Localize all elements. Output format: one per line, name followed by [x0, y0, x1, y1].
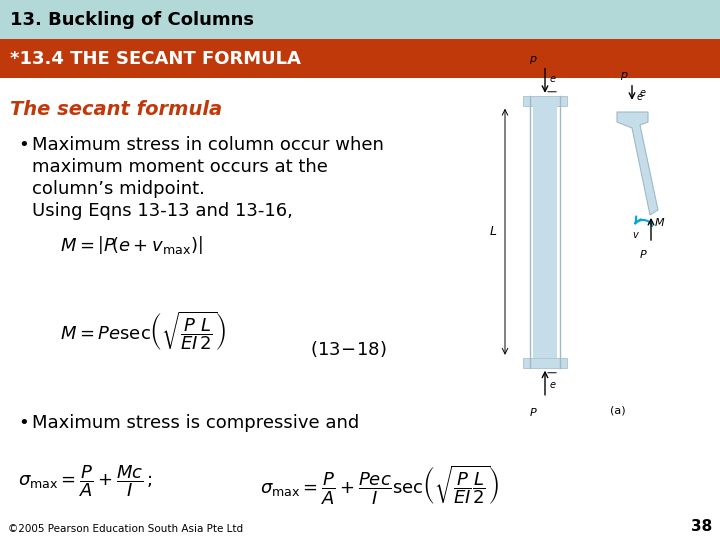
Text: 38: 38 — [690, 519, 712, 534]
Text: •: • — [18, 414, 29, 432]
Text: v: v — [632, 230, 638, 240]
Text: •: • — [18, 136, 29, 154]
Bar — [0, 39, 720, 78]
Text: $(13\!-\!18)$: $(13\!-\!18)$ — [310, 339, 387, 359]
Text: M: M — [655, 218, 665, 228]
Text: e: e — [640, 88, 646, 98]
Text: *13.4 THE SECANT FORMULA: *13.4 THE SECANT FORMULA — [10, 50, 301, 68]
Polygon shape — [617, 112, 658, 215]
Text: Using Eqns 13-13 and 13-16,: Using Eqns 13-13 and 13-16, — [32, 202, 293, 220]
Text: p: p — [529, 54, 536, 64]
Text: Maximum stress is compressive and: Maximum stress is compressive and — [32, 414, 359, 432]
Text: L: L — [490, 225, 497, 238]
Text: The secant formula: The secant formula — [10, 100, 222, 119]
Text: e: e — [550, 380, 556, 390]
Text: $M = \left|P\!\left(e + v_{\mathrm{max}}\right)\right|$: $M = \left|P\!\left(e + v_{\mathrm{max}}… — [60, 234, 202, 256]
Bar — [533, 106, 557, 358]
Text: e: e — [637, 92, 643, 102]
Text: $M = Pe\sec\!\left(\sqrt{\dfrac{P}{EI}\dfrac{L}{2}}\right)$: $M = Pe\sec\!\left(\sqrt{\dfrac{P}{EI}\d… — [60, 309, 226, 352]
Text: e: e — [550, 74, 556, 84]
Text: $\sigma_{\mathrm{max}} = \dfrac{P}{A} + \dfrac{Mc}{I}\,;$: $\sigma_{\mathrm{max}} = \dfrac{P}{A} + … — [18, 464, 153, 500]
Text: P: P — [530, 408, 536, 418]
Text: $\sigma_{\mathrm{max}} = \dfrac{P}{A} + \dfrac{Pec}{I}\sec\!\left(\sqrt{\dfrac{P: $\sigma_{\mathrm{max}} = \dfrac{P}{A} + … — [260, 464, 499, 507]
Text: maximum moment occurs at the: maximum moment occurs at the — [32, 158, 328, 176]
Text: p: p — [621, 70, 628, 80]
Bar — [0, 0, 720, 39]
Text: P: P — [639, 250, 647, 260]
Text: ©2005 Pearson Education South Asia Pte Ltd: ©2005 Pearson Education South Asia Pte L… — [8, 524, 243, 534]
Text: 13. Buckling of Columns: 13. Buckling of Columns — [10, 11, 254, 29]
Text: column’s midpoint.: column’s midpoint. — [32, 180, 205, 198]
Bar — [523, 358, 567, 368]
Text: (a): (a) — [610, 406, 626, 416]
Text: Maximum stress in column occur when: Maximum stress in column occur when — [32, 136, 384, 154]
Bar — [523, 96, 567, 106]
